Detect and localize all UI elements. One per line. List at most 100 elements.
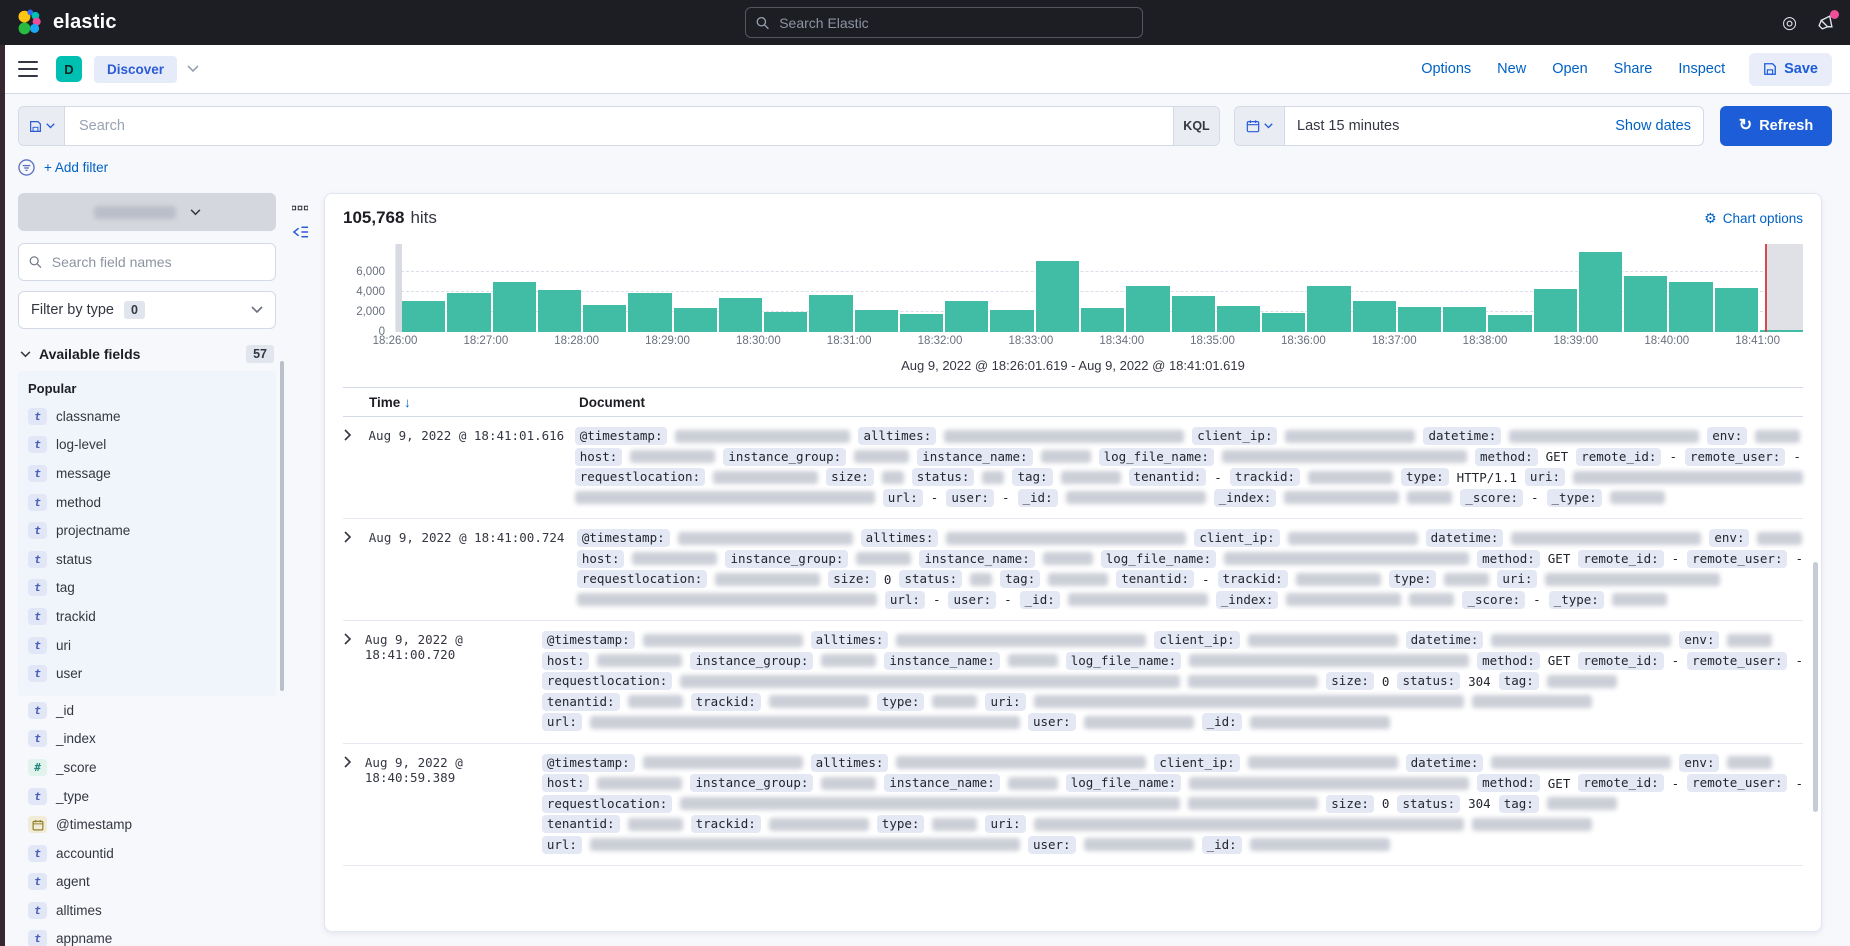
field-item-method[interactable]: tmethod — [18, 488, 276, 517]
field-label-pill[interactable]: trackid: — [691, 815, 761, 833]
nav-link-new[interactable]: New — [1497, 61, 1526, 77]
histogram-bar[interactable] — [1443, 307, 1486, 333]
field-label-pill[interactable]: _id: — [1018, 489, 1058, 507]
field-item-_id[interactable]: t_id — [18, 696, 276, 725]
histogram-bar[interactable] — [1081, 308, 1124, 333]
field-label-pill[interactable]: env: — [1709, 529, 1749, 547]
field-label-pill[interactable]: alltimes: — [811, 754, 889, 772]
field-label-pill[interactable]: remote_id: — [1578, 774, 1663, 792]
histogram-bar[interactable] — [1624, 276, 1667, 333]
field-item-appname[interactable]: tappname — [18, 925, 276, 946]
app-badge[interactable]: D — [56, 56, 82, 82]
histogram-bar[interactable] — [1126, 286, 1169, 333]
field-item-_score[interactable]: #_score — [18, 753, 276, 782]
field-label-pill[interactable]: method: — [1477, 550, 1540, 568]
expand-row-icon[interactable] — [343, 426, 369, 508]
histogram-bar[interactable] — [538, 290, 581, 332]
field-label-pill[interactable]: datetime: — [1426, 529, 1504, 547]
field-label-pill[interactable]: method: — [1475, 448, 1538, 466]
histogram-bar[interactable] — [764, 312, 807, 333]
field-label-pill[interactable]: user: — [1028, 713, 1076, 731]
field-item-tag[interactable]: ttag — [18, 574, 276, 603]
histogram-bar[interactable] — [809, 295, 852, 332]
field-item-uri[interactable]: turi — [18, 631, 276, 660]
news-icon[interactable] — [1817, 14, 1834, 31]
nav-link-inspect[interactable]: Inspect — [1678, 61, 1725, 77]
field-label-pill[interactable]: log_file_name: — [1066, 652, 1181, 670]
field-label-pill[interactable]: uri: — [985, 693, 1025, 711]
field-label-pill[interactable]: datetime: — [1406, 754, 1484, 772]
field-label-pill[interactable]: type: — [877, 815, 925, 833]
field-item-log-level[interactable]: tlog-level — [18, 431, 276, 460]
field-label-pill[interactable]: remote_id: — [1578, 652, 1663, 670]
field-label-pill[interactable]: log_file_name: — [1101, 550, 1216, 568]
menu-icon[interactable] — [18, 61, 38, 77]
histogram-bar[interactable] — [900, 314, 943, 333]
field-label-pill[interactable]: method: — [1477, 652, 1540, 670]
sort-descending-icon[interactable]: ↓ — [404, 395, 411, 410]
field-label-pill[interactable]: instance_group: — [723, 448, 846, 466]
field-label-pill[interactable]: size: — [1326, 795, 1374, 813]
field-label-pill[interactable]: tag: — [1012, 468, 1052, 486]
field-label-pill[interactable]: user: — [946, 489, 994, 507]
field-label-pill[interactable]: url: — [542, 836, 582, 854]
field-item-trackid[interactable]: ttrackid — [18, 602, 276, 631]
field-label-pill[interactable]: host: — [575, 448, 623, 466]
available-fields-header[interactable]: Available fields 57 — [18, 343, 276, 371]
field-label-pill[interactable]: tag: — [1499, 795, 1539, 813]
field-search-input[interactable] — [50, 253, 265, 271]
histogram-bar[interactable] — [1534, 289, 1577, 333]
field-label-pill[interactable]: user: — [948, 591, 996, 609]
field-item-status[interactable]: tstatus — [18, 545, 276, 574]
histogram-bar[interactable] — [1307, 286, 1350, 332]
field-item-_type[interactable]: t_type — [18, 782, 276, 811]
field-label-pill[interactable]: log_file_name: — [1066, 774, 1181, 792]
field-label-pill[interactable]: instance_group: — [690, 774, 813, 792]
histogram-bar[interactable] — [447, 293, 490, 332]
field-label-pill[interactable]: tenantid: — [542, 815, 620, 833]
histogram-bar[interactable] — [1172, 296, 1215, 332]
field-label-pill[interactable]: instance_name: — [917, 448, 1032, 466]
field-label-pill[interactable]: remote_user: — [1685, 448, 1785, 466]
query-language-badge[interactable]: KQL — [1173, 107, 1219, 145]
expand-row-icon[interactable] — [343, 753, 365, 856]
field-label-pill[interactable]: url: — [542, 713, 582, 731]
field-label-pill[interactable]: status: — [1397, 795, 1460, 813]
field-label-pill[interactable]: datetime: — [1423, 427, 1501, 445]
field-item-accountid[interactable]: taccountid — [18, 839, 276, 868]
saved-query-menu-button[interactable] — [19, 107, 65, 145]
field-label-pill[interactable]: _score: — [1460, 489, 1523, 507]
field-label-pill[interactable]: trackid: — [1230, 468, 1300, 486]
field-label-pill[interactable]: _type: — [1549, 591, 1604, 609]
histogram-bar[interactable] — [1217, 306, 1260, 333]
field-label-pill[interactable]: env: — [1707, 427, 1747, 445]
boxes-horizontal-icon[interactable] — [292, 205, 308, 211]
kql-search-input[interactable] — [77, 117, 1161, 135]
field-label-pill[interactable]: tenantid: — [1116, 570, 1194, 588]
field-label-pill[interactable]: requestlocation: — [575, 468, 705, 486]
histogram-bar[interactable] — [945, 301, 988, 333]
histogram-bar[interactable] — [990, 310, 1033, 332]
field-label-pill[interactable]: type: — [1389, 570, 1437, 588]
field-label-pill[interactable]: alltimes: — [811, 631, 889, 649]
field-label-pill[interactable]: requestlocation: — [577, 570, 707, 588]
field-label-pill[interactable]: tag: — [1499, 672, 1539, 690]
elastic-logo[interactable]: elastic — [16, 9, 117, 36]
histogram-bar[interactable] — [1579, 252, 1622, 333]
chart-options-button[interactable]: ⚙ Chart options — [1704, 210, 1803, 227]
field-item-message[interactable]: tmessage — [18, 459, 276, 488]
save-button[interactable]: Save — [1749, 53, 1832, 86]
field-search[interactable] — [18, 243, 276, 281]
histogram-bar[interactable] — [1398, 307, 1441, 332]
field-label-pill[interactable]: tenantid: — [542, 693, 620, 711]
global-search[interactable] — [745, 7, 1143, 38]
field-label-pill[interactable]: url: — [885, 591, 925, 609]
field-label-pill[interactable]: _score: — [1462, 591, 1525, 609]
field-label-pill[interactable]: requestlocation: — [542, 672, 672, 690]
field-label-pill[interactable]: type: — [877, 693, 925, 711]
field-label-pill[interactable]: alltimes: — [861, 529, 939, 547]
help-icon[interactable]: ◎ — [1782, 14, 1797, 31]
field-label-pill[interactable]: method: — [1477, 774, 1540, 792]
field-label-pill[interactable]: @timestamp: — [577, 529, 670, 547]
field-label-pill[interactable]: size: — [1326, 672, 1374, 690]
